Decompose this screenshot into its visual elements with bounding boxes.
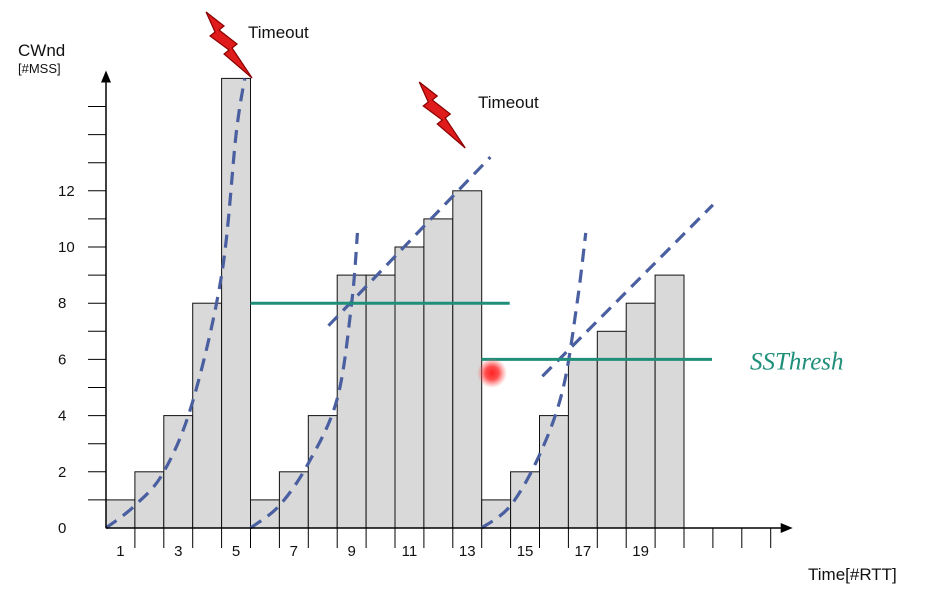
bar <box>567 358 598 529</box>
trend-line <box>541 203 715 378</box>
y-tick-label: 2 <box>58 464 66 481</box>
bar <box>307 415 338 529</box>
bar <box>596 330 627 529</box>
bars <box>105 77 685 529</box>
bar <box>452 190 483 529</box>
ssthresh-label: SSThresh <box>750 348 844 375</box>
x-tick-label: 1 <box>116 543 124 560</box>
x-tick-label: 7 <box>290 543 298 560</box>
bar <box>625 302 656 529</box>
x-tick-label: 19 <box>632 543 649 560</box>
y-tick-label: 12 <box>58 183 75 200</box>
x-tick-label: 13 <box>459 543 476 560</box>
x-axis-title: Time[#RTT] <box>808 565 897 584</box>
bar <box>423 218 454 529</box>
y-axis-unit: [#MSS] <box>18 61 61 76</box>
y-tick-label: 0 <box>58 520 66 537</box>
bar <box>654 274 685 529</box>
bar <box>394 246 425 529</box>
timeout-label: Timeout <box>248 23 309 42</box>
trend-line <box>105 78 247 530</box>
y-tick-label: 8 <box>58 295 66 312</box>
bar <box>221 77 252 529</box>
ssthresh-lines: SSThresh <box>250 301 844 375</box>
bar <box>192 302 223 529</box>
bar <box>365 274 396 529</box>
x-tick-label: 15 <box>517 543 534 560</box>
axes <box>88 70 793 548</box>
y-tick-label: 4 <box>58 408 66 425</box>
y-tick-label: 6 <box>58 351 66 368</box>
x-tick-label: 9 <box>347 543 355 560</box>
trend-lines <box>105 78 715 530</box>
trend-line <box>480 232 588 530</box>
annotations: Timeout Timeout <box>205 11 539 149</box>
x-tick-label: 17 <box>575 543 592 560</box>
y-axis-title: CWnd <box>18 41 66 60</box>
y-tick-label: 10 <box>58 239 75 256</box>
bar <box>163 415 194 529</box>
trend-line <box>327 155 492 327</box>
lightning-bolt-icon <box>205 11 253 79</box>
timeout-label: Timeout <box>478 93 539 112</box>
x-tick-label: 5 <box>232 543 240 560</box>
trend-line <box>249 232 360 530</box>
x-axis-arrow <box>780 523 793 533</box>
cursor-pointer-highlight <box>477 358 507 388</box>
x-tick-label: 3 <box>174 543 182 560</box>
bar <box>539 415 569 529</box>
x-tick-label: 11 <box>402 543 418 560</box>
bar <box>336 274 367 529</box>
y-axis-arrow <box>101 70 111 83</box>
lightning-bolt-icon <box>418 81 466 149</box>
